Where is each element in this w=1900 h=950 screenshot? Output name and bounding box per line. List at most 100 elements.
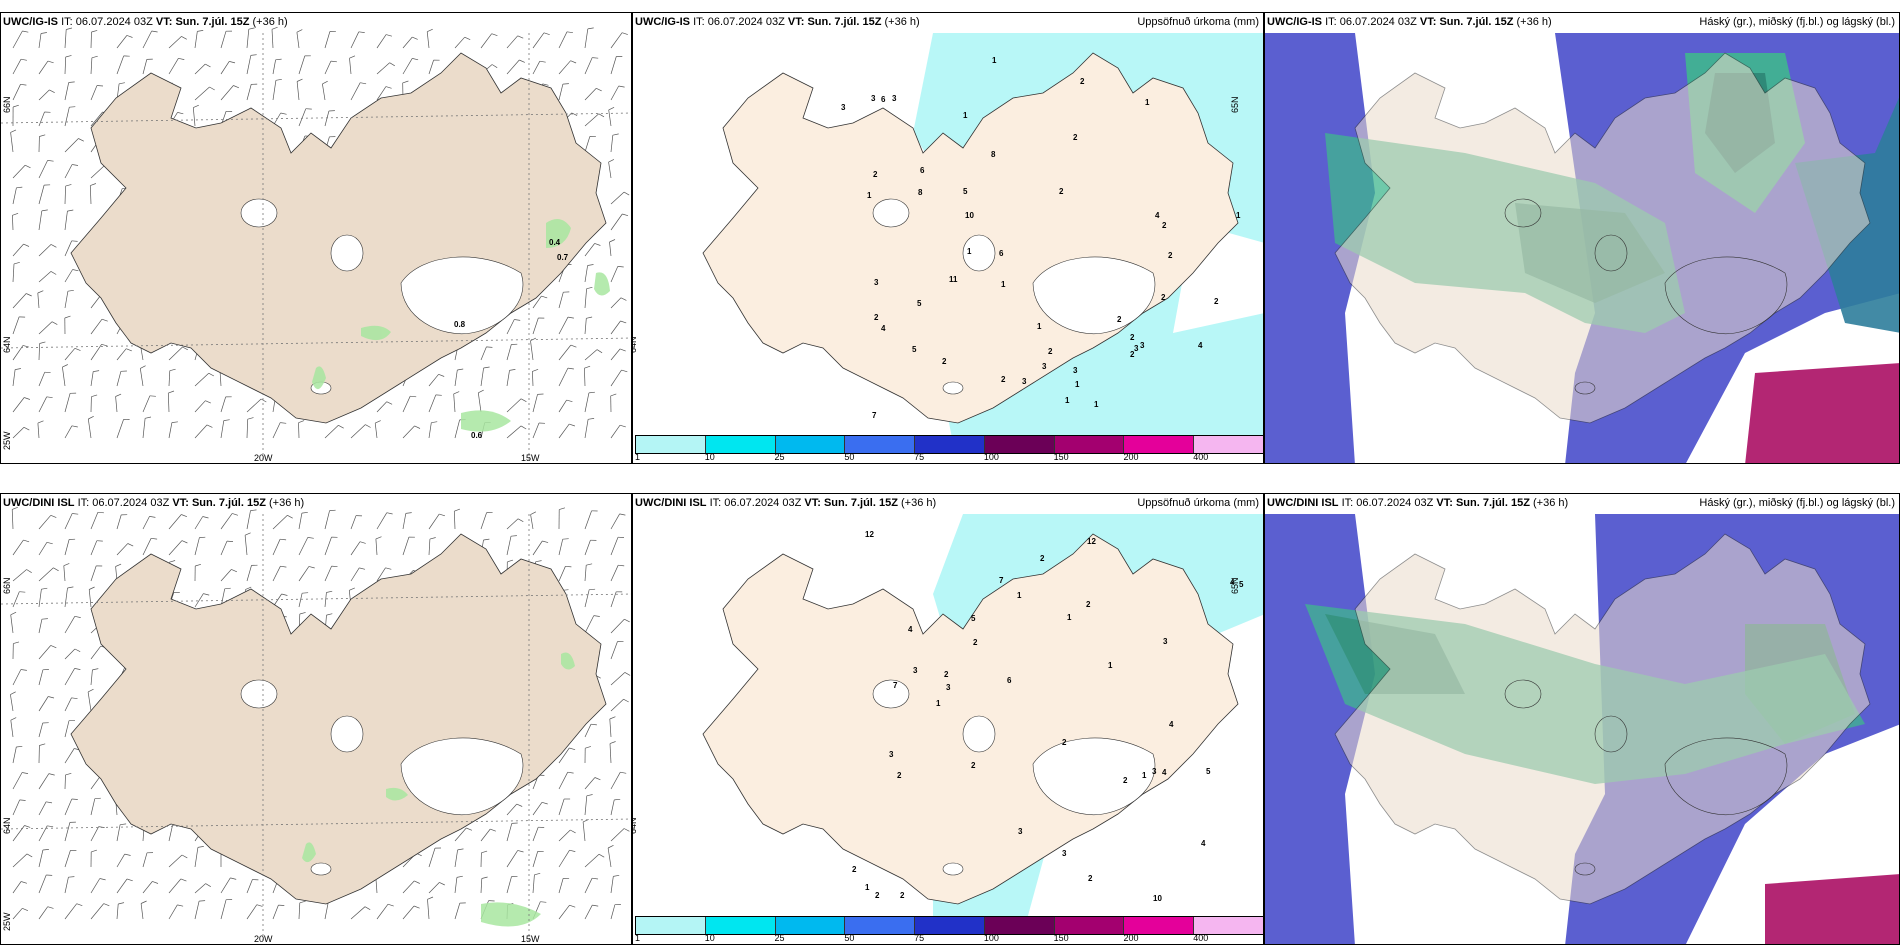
precip-value: 2 [1130,333,1135,342]
wind-barb [298,902,301,920]
glacier-outline [330,234,364,272]
wind-barb [90,344,102,361]
wind-barb-flag [195,563,202,567]
wind-barb-flag [126,35,133,38]
glacier-outline [942,862,964,876]
wind-barb-flag [280,112,287,115]
wind-barb [38,185,45,205]
wind-barb-flag [410,395,417,398]
wind-barb [610,537,619,556]
wind-barb-flag [429,537,436,540]
wind-barb [480,367,484,387]
wind-barb [168,36,182,49]
wind-barb [64,697,72,712]
wind-barb [246,55,252,75]
wind-barb-flag [78,138,84,142]
wind-barb-flag [532,368,539,372]
precip-value: 3 [1140,341,1145,350]
wind-barb [376,86,387,101]
wind-barb [38,722,44,738]
wind-barb-flag [566,399,573,403]
wind-barb-flag [250,54,257,56]
precip-value: 12 [865,530,874,539]
scale-label: 400 [1193,452,1209,462]
wind-barb [454,902,461,920]
wind-barb [532,317,539,335]
wind-barb [90,295,101,309]
wind-barb [64,668,75,686]
wind-barb [610,799,615,816]
panel-header: UWC/DINI ISL IT: 06.07.2024 03Z VT: Sun.… [1267,497,1569,509]
wind-barb-flag [598,853,605,858]
wind-barb [142,538,152,556]
wind-barb [506,803,517,816]
scale-swatch [1124,436,1195,453]
wind-barb [63,565,66,582]
wind-barb-flag [177,112,184,115]
precip-value: 1 [1037,322,1042,331]
wind-barb-flag [569,423,576,427]
wind-barb-flag [586,794,593,797]
wind-barb-flag [623,698,629,703]
wind-barb [349,58,352,75]
wind-barb-flag [587,27,594,30]
panel-precip-igis: UWC/IG-IS IT: 06.07.2024 03Z VT: Sun. 7.… [632,12,1264,464]
wind-barb [38,33,42,49]
wind-barb [506,319,515,335]
wind-barb-flag [39,341,46,344]
wind-barb-flag [197,846,204,848]
wind-barb [90,85,98,101]
precip-value: 4 [1230,578,1235,587]
wind-barb-flag [585,746,592,749]
scale-swatch [1194,436,1263,453]
wind-barb [558,60,571,75]
wind-barb [194,847,199,868]
wind-barb-flag [588,391,595,394]
wind-barb-flag [181,514,188,518]
wind-barb [376,62,390,75]
wind-barb [506,536,512,556]
wind-barb [272,59,276,75]
wind-barb-flag [151,537,158,540]
wind-barb-flag [608,106,615,111]
precip-value: 2 [1117,315,1122,324]
glacier-outline [310,862,332,876]
wind-barb [584,795,588,816]
wind-barb-flag [358,31,365,33]
wind-barb-flag [13,641,20,644]
lat-label: 66N [2,577,12,594]
wind-barb [477,392,482,413]
wind-barb [64,186,66,205]
wind-barb-flag [127,543,134,547]
wind-barb-flag [205,63,211,68]
glacier-outline [240,198,278,228]
wind-barb [610,85,620,101]
wind-barb [38,874,47,894]
panel-title: Uppsöfnuð úrkoma (mm) [1137,497,1259,509]
wind-barb-flag [91,55,98,59]
wind-barb [584,777,596,790]
wind-barb-flag [412,58,419,61]
wind-barb [64,774,66,790]
wind-barb [610,876,614,894]
wind-barb-flag [491,64,498,68]
wind-barb [584,589,590,608]
wind-barb [402,425,415,439]
wind-barb [168,878,182,894]
scale-label: 100 [983,933,999,943]
wind-barb [168,854,183,868]
wind-barb-flag [91,30,98,33]
wind-barb-flag [481,850,488,854]
scale-swatch [845,917,916,934]
wind-barb [350,515,357,530]
precip-value: 5 [963,187,968,196]
wind-barb-flag [586,563,593,566]
wind-barb-flag [10,611,17,616]
wind-barb-flag [71,425,78,428]
wind-barb [506,518,519,530]
wind-barb-flag [427,28,433,33]
wind-barb [532,394,538,413]
wind-barb [64,850,71,868]
wind-barb [558,772,569,790]
lon-label: 15W [521,934,540,944]
